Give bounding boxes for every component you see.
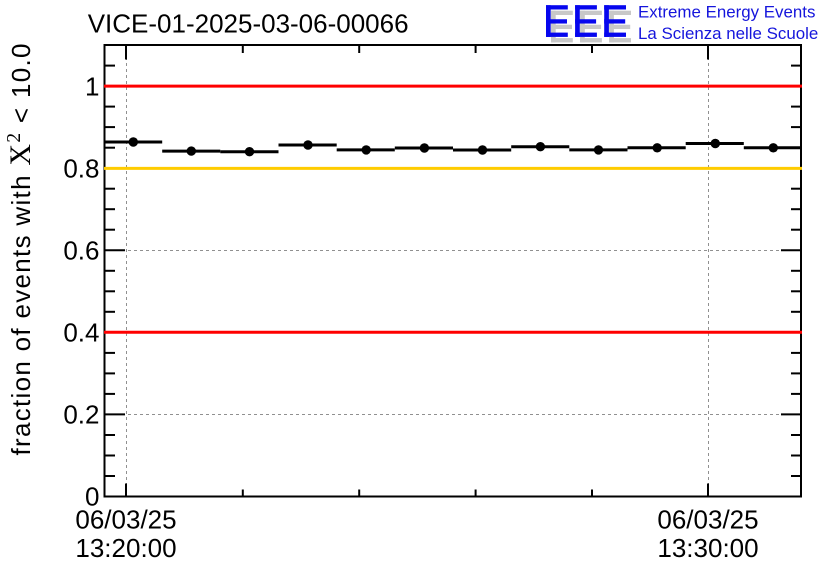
svg-text:VICE-01-2025-03-06-00066: VICE-01-2025-03-06-00066	[88, 9, 409, 39]
svg-text:0: 0	[85, 482, 99, 512]
svg-text:Extreme Energy Events: Extreme Energy Events	[638, 2, 815, 21]
svg-text:06/03/25: 06/03/25	[75, 505, 176, 535]
svg-text:1: 1	[85, 71, 99, 101]
svg-text:La Scienza nelle Scuole: La Scienza nelle Scuole	[638, 24, 818, 43]
svg-text:0.6: 0.6	[63, 236, 99, 266]
svg-text:0.8: 0.8	[63, 154, 99, 184]
svg-text:0.4: 0.4	[63, 318, 99, 348]
svg-text:fraction of events with Χ2 < 1: fraction of events with Χ2 < 10.0	[4, 42, 37, 455]
svg-text:13:20:00: 13:20:00	[75, 533, 176, 563]
svg-text:06/03/25: 06/03/25	[657, 505, 758, 535]
svg-text:13:30:00: 13:30:00	[657, 533, 758, 563]
svg-text:0.2: 0.2	[63, 400, 99, 430]
